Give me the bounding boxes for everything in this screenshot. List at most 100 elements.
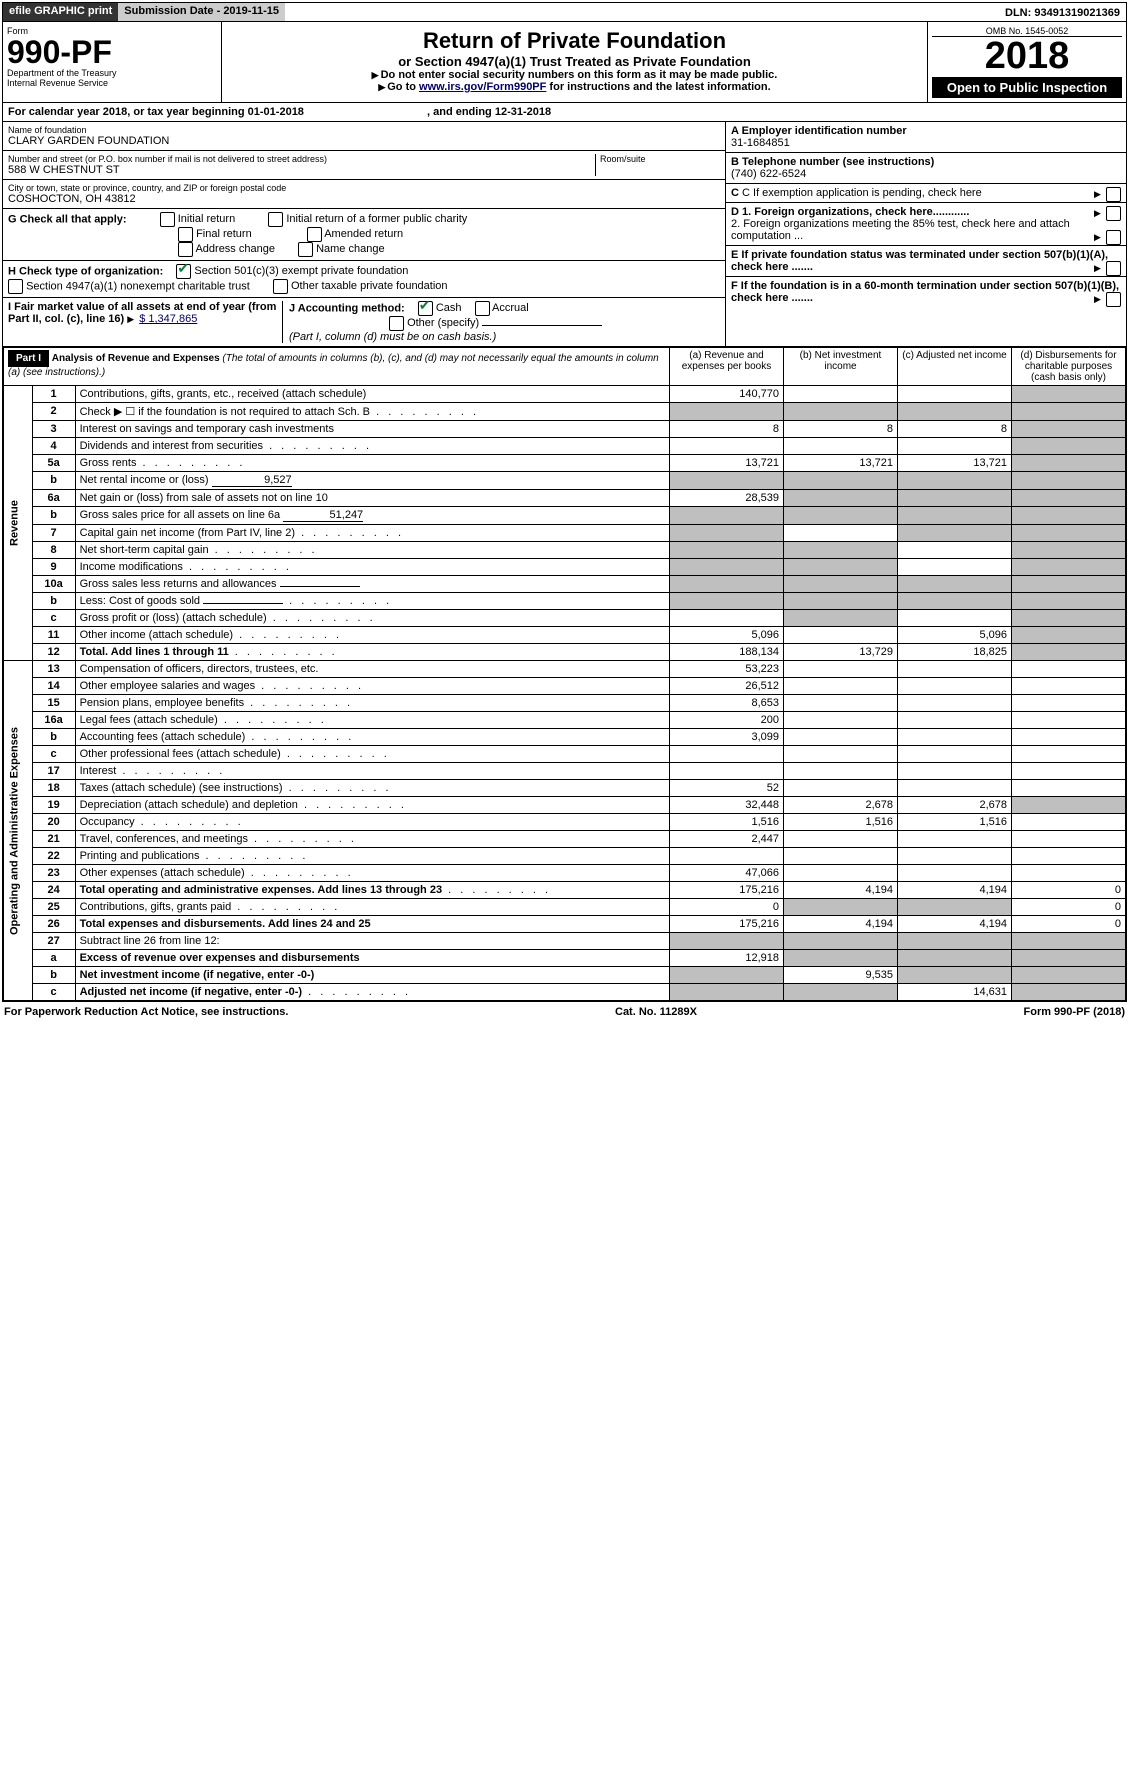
cell-d — [1012, 729, 1126, 746]
cell-b: 13,721 — [784, 455, 898, 472]
cell-c — [898, 386, 1012, 403]
cell-c: 13,721 — [898, 455, 1012, 472]
initial-return-checkbox[interactable] — [160, 212, 175, 227]
fmv-value: $ 1,347,865 — [139, 313, 197, 325]
table-row: 11Other income (attach schedule)5,0965,0… — [4, 627, 1126, 644]
line-number: c — [32, 610, 75, 627]
cash-checkbox[interactable] — [418, 301, 433, 316]
line-number: a — [32, 950, 75, 967]
footer-mid: Cat. No. 11289X — [615, 1006, 697, 1018]
c-checkbox[interactable] — [1106, 187, 1121, 202]
cell-d — [1012, 559, 1126, 576]
initial-return-former-checkbox[interactable] — [268, 212, 283, 227]
line-number: 20 — [32, 814, 75, 831]
line-desc: Contributions, gifts, grants, etc., rece… — [75, 386, 669, 403]
cell-a: 26,512 — [670, 678, 784, 695]
line-desc: Gross rents — [75, 455, 669, 472]
cell-d — [1012, 627, 1126, 644]
table-row: 15Pension plans, employee benefits8,653 — [4, 695, 1126, 712]
cell-c — [898, 695, 1012, 712]
instructions-link[interactable]: www.irs.gov/Form990PF — [419, 81, 546, 93]
cell-b — [784, 593, 898, 610]
cell-a — [670, 525, 784, 542]
line-number: c — [32, 746, 75, 763]
other-taxable-checkbox[interactable] — [273, 279, 288, 294]
cell-d — [1012, 661, 1126, 678]
cell-c — [898, 729, 1012, 746]
efile-button[interactable]: efile GRAPHIC print — [3, 3, 118, 21]
footer-right: Form 990-PF (2018) — [1024, 1006, 1125, 1018]
form-container: efile GRAPHIC print Submission Date - 20… — [2, 2, 1127, 1002]
line-number: 3 — [32, 421, 75, 438]
address-change-checkbox[interactable] — [178, 242, 193, 257]
4947a1-checkbox[interactable] — [8, 279, 23, 294]
line-number: 14 — [32, 678, 75, 695]
line-number: b — [32, 967, 75, 984]
note2: Go to www.irs.gov/Form990PF for instruct… — [228, 81, 921, 93]
line-desc: Excess of revenue over expenses and disb… — [75, 950, 669, 967]
header-row: Form 990-PF Department of the Treasury I… — [3, 22, 1126, 103]
cell-b: 1,516 — [784, 814, 898, 831]
line-desc: Less: Cost of goods sold — [75, 593, 669, 610]
f-checkbox[interactable] — [1106, 292, 1121, 307]
table-row: 2Check ▶ ☐ if the foundation is not requ… — [4, 403, 1126, 421]
header-center: Return of Private Foundation or Section … — [222, 22, 927, 102]
cell-d — [1012, 610, 1126, 627]
line-number: 12 — [32, 644, 75, 661]
line-desc: Net gain or (loss) from sale of assets n… — [75, 490, 669, 507]
line-number: b — [32, 729, 75, 746]
accrual-checkbox[interactable] — [475, 301, 490, 316]
501c3-checkbox[interactable] — [176, 264, 191, 279]
cell-a: 188,134 — [670, 644, 784, 661]
cell-c: 18,825 — [898, 644, 1012, 661]
cell-d — [1012, 933, 1126, 950]
cell-a — [670, 610, 784, 627]
table-row: 7Capital gain net income (from Part IV, … — [4, 525, 1126, 542]
line-desc: Adjusted net income (if negative, enter … — [75, 984, 669, 1001]
final-return-checkbox[interactable] — [178, 227, 193, 242]
d2-checkbox[interactable] — [1106, 230, 1121, 245]
col-b-header: (b) Net investment income — [784, 348, 898, 386]
line-desc: Depreciation (attach schedule) and deple… — [75, 797, 669, 814]
name-change-checkbox[interactable] — [298, 242, 313, 257]
line-desc: Accounting fees (attach schedule) — [75, 729, 669, 746]
line-desc: Compensation of officers, directors, tru… — [75, 661, 669, 678]
line-desc: Total operating and administrative expen… — [75, 882, 669, 899]
cell-a: 1,516 — [670, 814, 784, 831]
e-checkbox[interactable] — [1106, 261, 1121, 276]
line-desc: Net rental income or (loss) 9,527 — [75, 472, 669, 490]
table-row: bNet investment income (if negative, ent… — [4, 967, 1126, 984]
line-desc: Income modifications — [75, 559, 669, 576]
cell-b — [784, 780, 898, 797]
cell-d — [1012, 695, 1126, 712]
cell-a: 3,099 — [670, 729, 784, 746]
cell-d — [1012, 455, 1126, 472]
line-number: 18 — [32, 780, 75, 797]
cell-a: 32,448 — [670, 797, 784, 814]
cell-d — [1012, 797, 1126, 814]
line-desc: Net investment income (if negative, ente… — [75, 967, 669, 984]
d1-checkbox[interactable] — [1106, 206, 1121, 221]
cell-b — [784, 729, 898, 746]
cell-c: 1,516 — [898, 814, 1012, 831]
line-desc: Check ▶ ☐ if the foundation is not requi… — [75, 403, 669, 421]
section-d: D 1. Foreign organizations, check here..… — [726, 203, 1126, 246]
cell-b — [784, 831, 898, 848]
form-title: Return of Private Foundation — [228, 28, 921, 54]
cell-a — [670, 967, 784, 984]
line-desc: Total expenses and disbursements. Add li… — [75, 916, 669, 933]
topbar: efile GRAPHIC print Submission Date - 20… — [3, 3, 1126, 22]
cell-a: 13,721 — [670, 455, 784, 472]
calendar-year-row: For calendar year 2018, or tax year begi… — [3, 103, 1126, 122]
amended-return-checkbox[interactable] — [307, 227, 322, 242]
part1-table: Part I Analysis of Revenue and Expenses … — [3, 347, 1126, 1001]
cell-b — [784, 559, 898, 576]
other-method-checkbox[interactable] — [389, 316, 404, 331]
cell-d — [1012, 525, 1126, 542]
cell-d — [1012, 848, 1126, 865]
cell-c — [898, 472, 1012, 490]
cell-d — [1012, 678, 1126, 695]
cell-c: 4,194 — [898, 916, 1012, 933]
table-row: 5aGross rents13,72113,72113,721 — [4, 455, 1126, 472]
cell-c — [898, 950, 1012, 967]
